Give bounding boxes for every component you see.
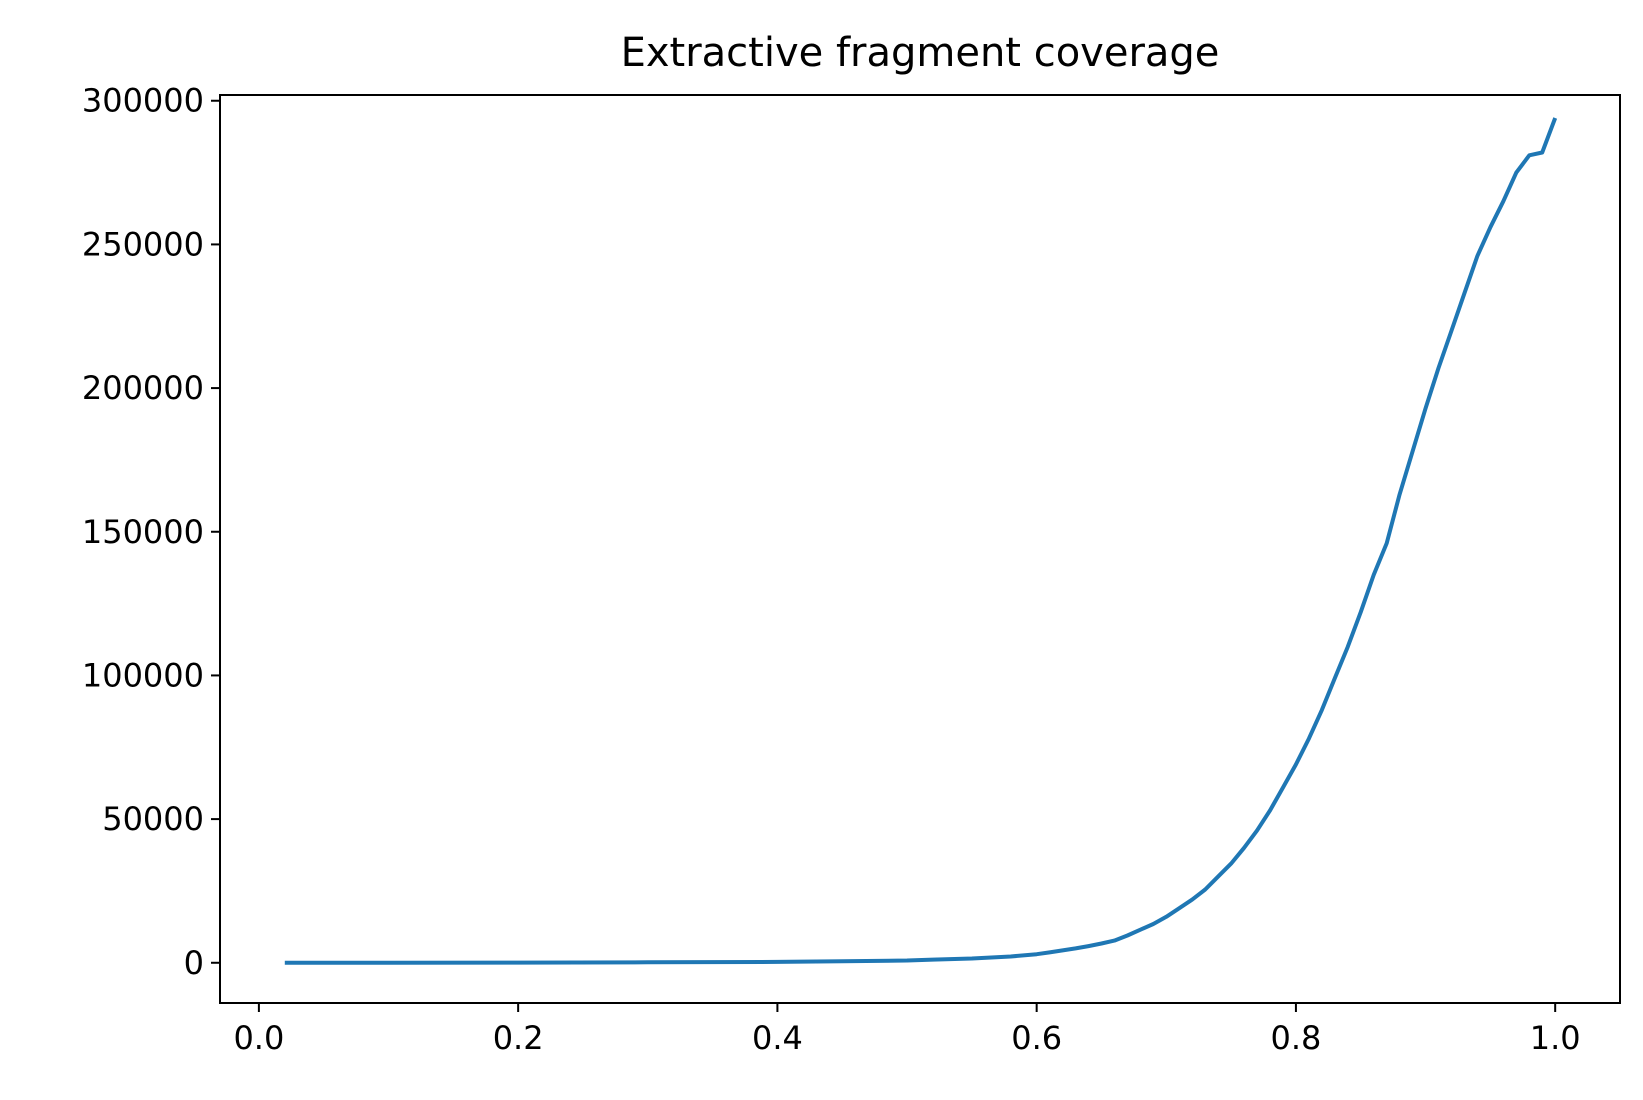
- y-tick-label: 50000: [102, 800, 204, 838]
- axis-ticks: 0.0 0.2 0.4 0.6 0.8 1.0 0 50000 100000 150000 2000…: [82, 82, 1581, 1057]
- x-tick-label: 0.8: [1270, 1019, 1321, 1057]
- y-tick-label: 250000: [82, 225, 204, 263]
- y-tick-label: 300000: [82, 82, 204, 120]
- plot-area-frame: [219, 94, 1621, 1004]
- x-tick-label: 0.2: [493, 1019, 544, 1057]
- y-tick-label: 200000: [82, 369, 204, 407]
- x-tick-label: 0.0: [233, 1019, 284, 1057]
- series-group: [284, 117, 1558, 965]
- x-tick-label: 0.6: [1011, 1019, 1062, 1057]
- y-tick-label: 150000: [82, 513, 204, 551]
- y-tick-label: 0: [184, 944, 204, 982]
- y-tick-label: 100000: [82, 656, 204, 694]
- x-tick-label: 0.4: [752, 1019, 803, 1057]
- chart-title: Extractive fragment coverage: [621, 30, 1220, 76]
- x-tick-label: 1.0: [1530, 1019, 1581, 1057]
- series-line-coverage: [284, 117, 1558, 965]
